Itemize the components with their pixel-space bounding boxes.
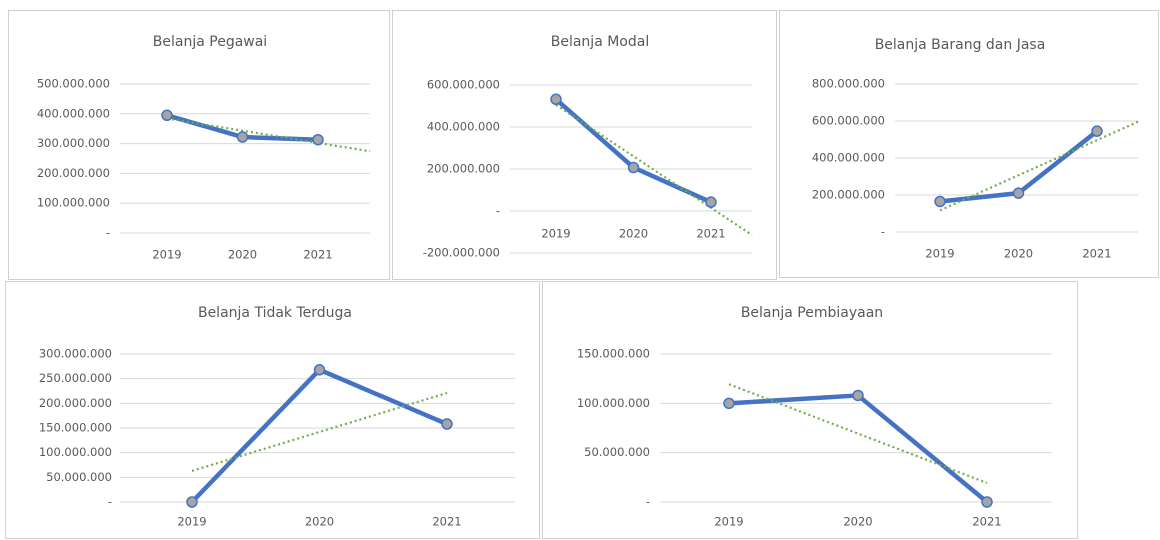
y-tick-label: 150.000.000 [577, 347, 650, 361]
marker [441, 418, 453, 430]
chart-title: Belanja Barang dan Jasa [875, 37, 1046, 53]
x-tick-label: 2021 [972, 515, 1001, 529]
x-tick-label: 2020 [843, 515, 872, 529]
x-tick-label: 2019 [152, 248, 181, 262]
marker [981, 496, 993, 508]
marker [550, 93, 562, 106]
y-tick-label: 600.000.000 [427, 78, 500, 92]
y-tick-label: 600.000.000 [812, 114, 885, 128]
marker [236, 131, 249, 143]
y-tick-label: - [881, 225, 885, 239]
y-tick-label: - [108, 495, 112, 509]
y-tick-label: - [106, 226, 110, 240]
marker [1012, 187, 1025, 199]
y-tick-label: - [646, 495, 650, 509]
y-tick-label: 500.000.000 [37, 77, 110, 91]
y-tick-label: -200.000.000 [423, 246, 500, 260]
marker [934, 195, 946, 208]
panel [392, 10, 777, 280]
panel [5, 281, 540, 539]
marker [312, 133, 324, 146]
x-tick-label: 2021 [696, 227, 725, 241]
marker [852, 389, 864, 402]
y-tick-label: 200.000.000 [39, 396, 112, 410]
panel [542, 281, 1078, 539]
y-tick-label: 200.000.000 [427, 162, 500, 176]
x-tick-label: 2019 [925, 247, 954, 261]
y-tick-label: 100.000.000 [577, 396, 650, 410]
chart-title: Belanja Pembiayaan [741, 305, 883, 321]
x-tick-label: 2020 [619, 227, 648, 241]
marker [705, 196, 717, 208]
trendline [939, 120, 1139, 212]
x-tick-label: 2021 [303, 248, 332, 262]
x-tick-label: 2021 [1082, 247, 1111, 261]
y-tick-label: 200.000.000 [37, 166, 110, 180]
x-tick-label: 2021 [432, 515, 461, 529]
marker [627, 161, 640, 174]
trendline [166, 117, 371, 153]
x-tick-label: 2020 [228, 248, 257, 262]
x-tick-label: 2019 [541, 227, 570, 241]
x-tick-label: 2019 [177, 515, 206, 529]
y-tick-label: 150.000.000 [39, 421, 112, 435]
y-tick-label: 200.000.000 [812, 188, 885, 202]
trendline [555, 103, 753, 236]
y-tick-label: 400.000.000 [37, 106, 110, 120]
chart-title: Belanja Tidak Terduga [198, 305, 352, 321]
marker [723, 397, 735, 410]
x-tick-label: 2020 [1004, 247, 1033, 261]
y-tick-label: 800.000.000 [812, 77, 885, 91]
y-tick-label: 400.000.000 [812, 151, 885, 165]
y-tick-label: 100.000.000 [37, 196, 110, 210]
marker [313, 364, 326, 376]
y-tick-label: 50.000.000 [46, 470, 112, 484]
x-tick-label: 2019 [714, 515, 743, 529]
trendline [728, 383, 988, 484]
marker [186, 496, 198, 508]
marker [1091, 125, 1103, 137]
y-tick-label: 400.000.000 [427, 120, 500, 134]
x-tick-label: 2020 [305, 515, 334, 529]
y-tick-label: 100.000.000 [39, 445, 112, 459]
chart-title: Belanja Pegawai [153, 34, 267, 50]
y-tick-label: 50.000.000 [584, 445, 650, 459]
marker [161, 109, 173, 122]
y-tick-label: 300.000.000 [39, 347, 112, 361]
panel [779, 10, 1159, 278]
y-tick-label: 250.000.000 [39, 371, 112, 385]
y-tick-label: - [496, 204, 500, 218]
chart-title: Belanja Modal [551, 34, 649, 50]
y-tick-label: 300.000.000 [37, 136, 110, 150]
